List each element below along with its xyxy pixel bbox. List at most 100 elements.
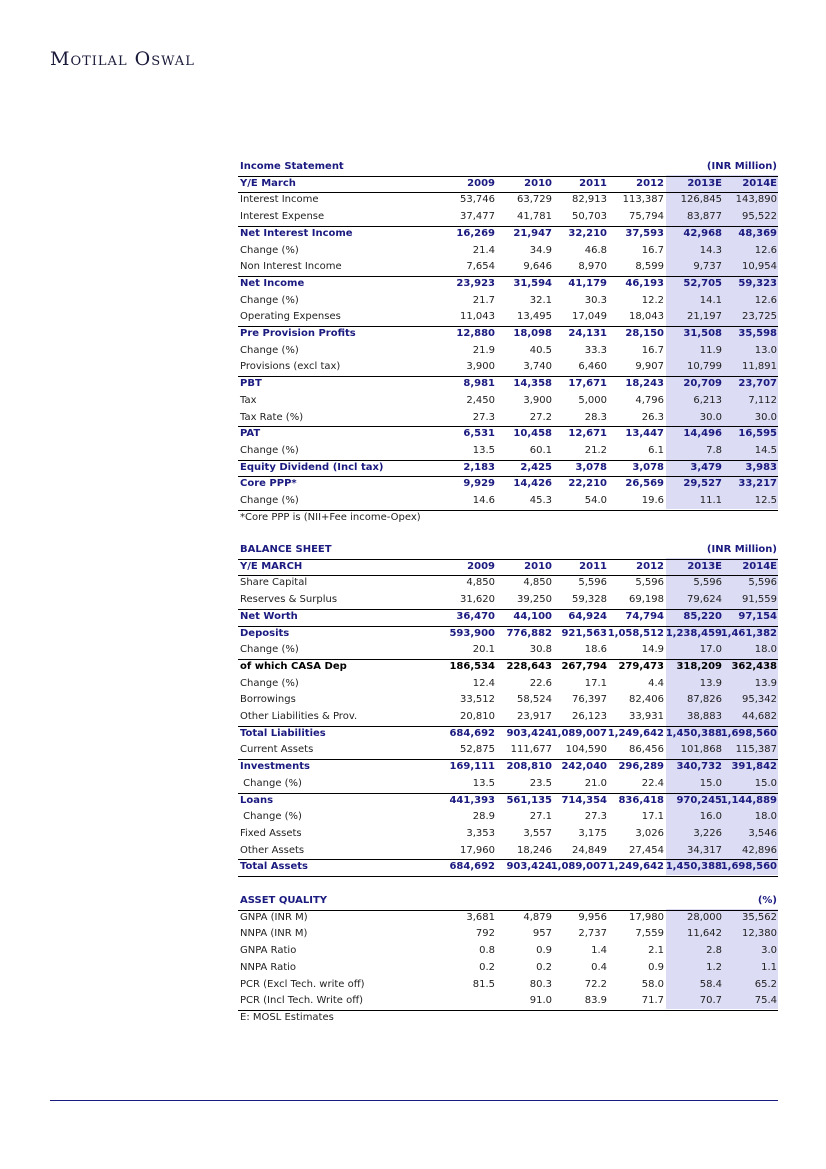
cell: 18,098: [513, 328, 552, 339]
cell: 52,875: [460, 744, 495, 756]
rule: [238, 792, 778, 794]
row-label: PCR (Excl Tech. write off): [240, 978, 365, 990]
cell: 4.4: [648, 677, 664, 689]
row-label: Core PPP*: [240, 478, 297, 490]
cell: 58.4: [699, 978, 722, 990]
row-label: Other Liabilities & Prov.: [240, 711, 358, 722]
cell: 2,425: [520, 461, 552, 473]
cell: 8,970: [578, 261, 607, 273]
cell: 46,193: [625, 277, 664, 289]
rule: [238, 859, 778, 861]
cell: 23,923: [456, 277, 495, 289]
column-header: 2011: [579, 560, 607, 572]
cell: 12,671: [568, 428, 607, 440]
column-header: 2010: [524, 177, 552, 189]
cell: 169,111: [449, 761, 495, 773]
cell: 5,000: [578, 394, 607, 406]
row-label: Change (%): [240, 344, 299, 356]
cell: 6,531: [463, 428, 495, 440]
cell: 7.8: [706, 444, 722, 456]
rule: [238, 759, 778, 761]
cell: 54.0: [584, 495, 607, 506]
rule: [238, 1009, 778, 1011]
cell: 12,380: [742, 928, 777, 940]
cell: 14.3: [699, 244, 722, 256]
cell: 46.8: [584, 244, 607, 256]
column-header: 2009: [467, 177, 495, 189]
cell: 44,100: [513, 610, 552, 622]
cell: 126,845: [680, 194, 722, 206]
cell: 16,269: [456, 227, 495, 239]
cell: 1,450,388: [665, 727, 722, 739]
cell: 41,179: [568, 277, 607, 289]
cell: 11,043: [460, 311, 495, 323]
column-header: 2014E: [742, 560, 777, 572]
cell: 340,732: [676, 761, 722, 773]
cell: 13.5: [472, 777, 495, 789]
rule: [238, 191, 778, 193]
cell: 16.0: [699, 811, 722, 823]
cell: 3,226: [693, 827, 722, 839]
cell: 53,746: [460, 194, 495, 206]
cell: 3,078: [575, 461, 607, 473]
cell: 65.2: [754, 978, 777, 990]
cell: 17.0: [699, 644, 722, 656]
column-header: 2012: [636, 177, 664, 189]
rule: [238, 909, 778, 911]
cell: 23,725: [742, 311, 777, 323]
cell: 74,794: [625, 610, 664, 622]
cell: 0.2: [536, 961, 552, 973]
cell: 58,524: [517, 694, 552, 706]
cell: 13.9: [754, 677, 777, 689]
cell: 0.8: [479, 945, 495, 957]
row-label: Current Assets: [240, 744, 314, 756]
cell: 1.2: [706, 961, 722, 973]
cell: 3,479: [690, 461, 722, 473]
cell: 3,983: [745, 461, 777, 473]
cell: 14.5: [754, 444, 777, 456]
cell: 714,354: [561, 794, 607, 806]
cell: 6.1: [648, 444, 664, 456]
cell: 11,642: [687, 928, 722, 940]
cell: 22,210: [568, 478, 607, 490]
cell: 3,681: [466, 911, 495, 923]
cell: 21.0: [584, 777, 607, 789]
cell: 16.7: [641, 344, 664, 356]
cell: 72.2: [584, 978, 607, 990]
cell: 12.2: [641, 294, 664, 306]
cell: 18.6: [584, 644, 607, 656]
cell: 3,546: [748, 827, 777, 839]
cell: 12.4: [472, 677, 495, 689]
cell: 27.3: [584, 811, 607, 823]
cell: 22.4: [641, 777, 664, 789]
column-header: 2011: [579, 177, 607, 189]
logo: Motilal Oswal: [50, 48, 195, 70]
cell: 32,210: [568, 227, 607, 239]
cell: 59,328: [572, 594, 607, 606]
row-label: Equity Dividend (Incl tax): [240, 461, 384, 473]
cell: 2.8: [706, 945, 722, 957]
rule: [238, 725, 778, 727]
cell: 5,596: [578, 577, 607, 589]
row-label: Change (%): [240, 294, 299, 306]
rule: [238, 459, 778, 461]
cell: 9,929: [463, 478, 495, 490]
cell: 318,209: [676, 660, 722, 672]
cell: 28.3: [584, 411, 607, 423]
cell: 3,175: [578, 827, 607, 839]
cell: 441,393: [449, 794, 495, 806]
rule: [238, 558, 778, 560]
cell: 26,569: [625, 478, 664, 490]
row-label: PCR (Incl Tech. Write off): [240, 995, 364, 1007]
rule: [238, 476, 778, 478]
cell: 12.6: [754, 294, 777, 306]
row-label: Provisions (excl tax): [240, 361, 341, 373]
cell: 17.1: [641, 811, 664, 823]
cell: 91,559: [742, 594, 777, 606]
cell: 7,112: [748, 394, 777, 406]
row-label: Change (%): [240, 811, 302, 823]
table-unit: (INR Million): [706, 544, 777, 555]
cell: 15.0: [699, 777, 722, 789]
cell: 10,799: [687, 361, 722, 373]
cell: 21.2: [584, 444, 607, 456]
